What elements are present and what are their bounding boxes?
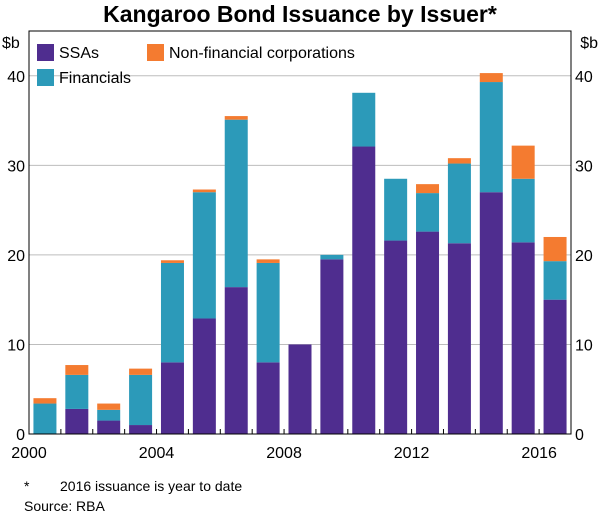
legend-label-non-financial-corporations: Non-financial corporations [169,45,355,62]
y-tick-label-left: 0 [16,427,25,444]
bar-financials-2009 [320,254,344,260]
bar-ssas-2014 [479,192,503,434]
bar-non-financial-corporations-2007 [256,259,280,263]
bar-ssas-2007 [256,362,280,434]
bar-ssas-2008 [288,344,312,434]
footnote-mark: * [24,478,30,494]
y-tick-label-right: 10 [575,337,593,354]
y-axis-unit-left: $b [2,35,20,52]
source-label: Source: [24,498,73,514]
footnote: * 2016 issuance is year to date [24,477,242,495]
legend-swatch-financials [37,69,54,86]
y-tick-label-left: 10 [7,337,25,354]
legend-label-ssas: SSAs [59,45,99,62]
bar-financials-2001 [65,374,89,409]
bar-ssas-2009 [320,259,344,434]
bar-non-financial-corporations-2002 [97,403,121,410]
plot-frame [28,30,572,435]
y-tick-label-right: 30 [575,158,593,175]
bar-non-financial-corporations-2016 [543,236,567,262]
bar-ssas-2001 [65,408,89,434]
y-axis-unit-right: $b [580,35,598,52]
bar-ssas-2005 [192,318,216,434]
bar-ssas-2002 [97,420,121,434]
bar-ssas-2016 [543,299,567,434]
y-tick-label-right: 40 [575,69,593,86]
bar-non-financial-corporations-2004 [160,260,184,263]
x-tick-label: 2012 [394,445,430,462]
bar-financials-2010 [352,92,376,147]
bar-ssas-2006 [224,287,248,434]
chart-title: Kangaroo Bond Issuance by Issuer* [103,1,497,27]
y-tick-label-left: 20 [7,248,25,265]
y-tick-label-right: 20 [575,248,593,265]
bar-financials-2016 [543,261,567,300]
bar-financials-2012 [416,193,440,232]
bar-non-financial-corporations-2013 [447,158,471,164]
bar-ssas-2011 [384,240,408,434]
bar-non-financial-corporations-2000 [33,398,57,404]
legend-swatch-ssas [37,44,54,61]
source-note: Source: RBA [24,497,105,515]
bar-ssas-2015 [511,242,535,434]
legend-swatch-non-financial-corporations [147,44,164,61]
bar-ssas-2012 [416,231,440,434]
x-tick-label: 2008 [266,445,302,462]
bar-non-financial-corporations-2001 [65,365,89,375]
y-tick-label-left: 40 [7,69,25,86]
bar-non-financial-corporations-2006 [224,116,248,120]
bar-financials-2011 [384,178,408,241]
source-text: RBA [76,498,105,514]
footnote-text: 2016 issuance is year to date [60,478,243,494]
x-tick-label: 2000 [11,445,47,462]
bar-ssas-2003 [129,425,153,434]
bar-non-financial-corporations-2014 [479,73,503,83]
bar-non-financial-corporations-2015 [511,145,535,179]
y-tick-label-right: 0 [575,427,584,444]
legend-label-financials: Financials [59,70,131,87]
y-tick-label-left: 30 [7,158,25,175]
bar-financials-2002 [97,409,121,421]
x-tick-label: 2016 [521,445,557,462]
bar-non-financial-corporations-2012 [416,184,440,194]
bar-financials-2013 [447,163,471,244]
bar-ssas-2010 [352,146,376,434]
bar-financials-2000 [33,403,57,434]
bar-non-financial-corporations-2003 [129,368,153,375]
bar-non-financial-corporations-2005 [192,189,216,193]
bar-financials-2006 [224,119,248,288]
bar-financials-2007 [256,262,280,363]
bar-financials-2014 [479,82,503,193]
bar-ssas-2004 [160,362,184,434]
bar-financials-2004 [160,262,184,363]
x-tick-label: 2004 [139,445,175,462]
bar-financials-2015 [511,178,535,243]
bar-financials-2003 [129,374,153,426]
bar-financials-2005 [192,192,216,319]
bar-ssas-2013 [447,243,471,434]
